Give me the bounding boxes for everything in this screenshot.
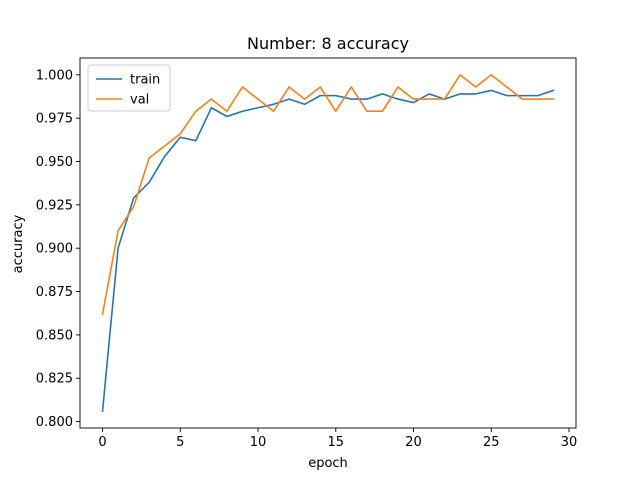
y-axis-label: accuracy <box>11 214 26 273</box>
x-tick-label: 15 <box>328 435 345 450</box>
x-tick-label: 30 <box>561 435 578 450</box>
x-tick-label: 5 <box>176 435 184 450</box>
y-tick-label: 0.800 <box>36 415 73 430</box>
plot-frame <box>79 57 577 429</box>
x-tick-label: 20 <box>405 435 422 450</box>
x-axis-label: epoch <box>308 456 348 471</box>
y-tick-label: 1.000 <box>36 68 73 83</box>
x-tick-label: 0 <box>98 435 106 450</box>
legend-label-val: val <box>130 93 149 108</box>
legend-label-train: train <box>130 73 160 88</box>
y-tick-label: 0.975 <box>36 112 73 127</box>
series-line-val <box>101 74 555 316</box>
x-tick-label: 10 <box>250 435 267 450</box>
plot-area: 0 5 10 15 20 25 30 0.800 0.825 0.850 0.875 0.900 0.9… <box>36 57 578 450</box>
series-line-train <box>101 89 555 413</box>
y-tick-label: 0.875 <box>36 285 73 300</box>
y-tick-label: 0.850 <box>36 328 73 343</box>
chart-title: Number: 8 accuracy <box>247 34 409 53</box>
x-tick-label: 25 <box>483 435 500 450</box>
y-tick-label: 0.900 <box>36 242 73 257</box>
y-tick-label: 0.825 <box>36 372 73 387</box>
y-tick-label: 0.925 <box>36 198 73 213</box>
y-tick-label: 0.950 <box>36 155 73 170</box>
